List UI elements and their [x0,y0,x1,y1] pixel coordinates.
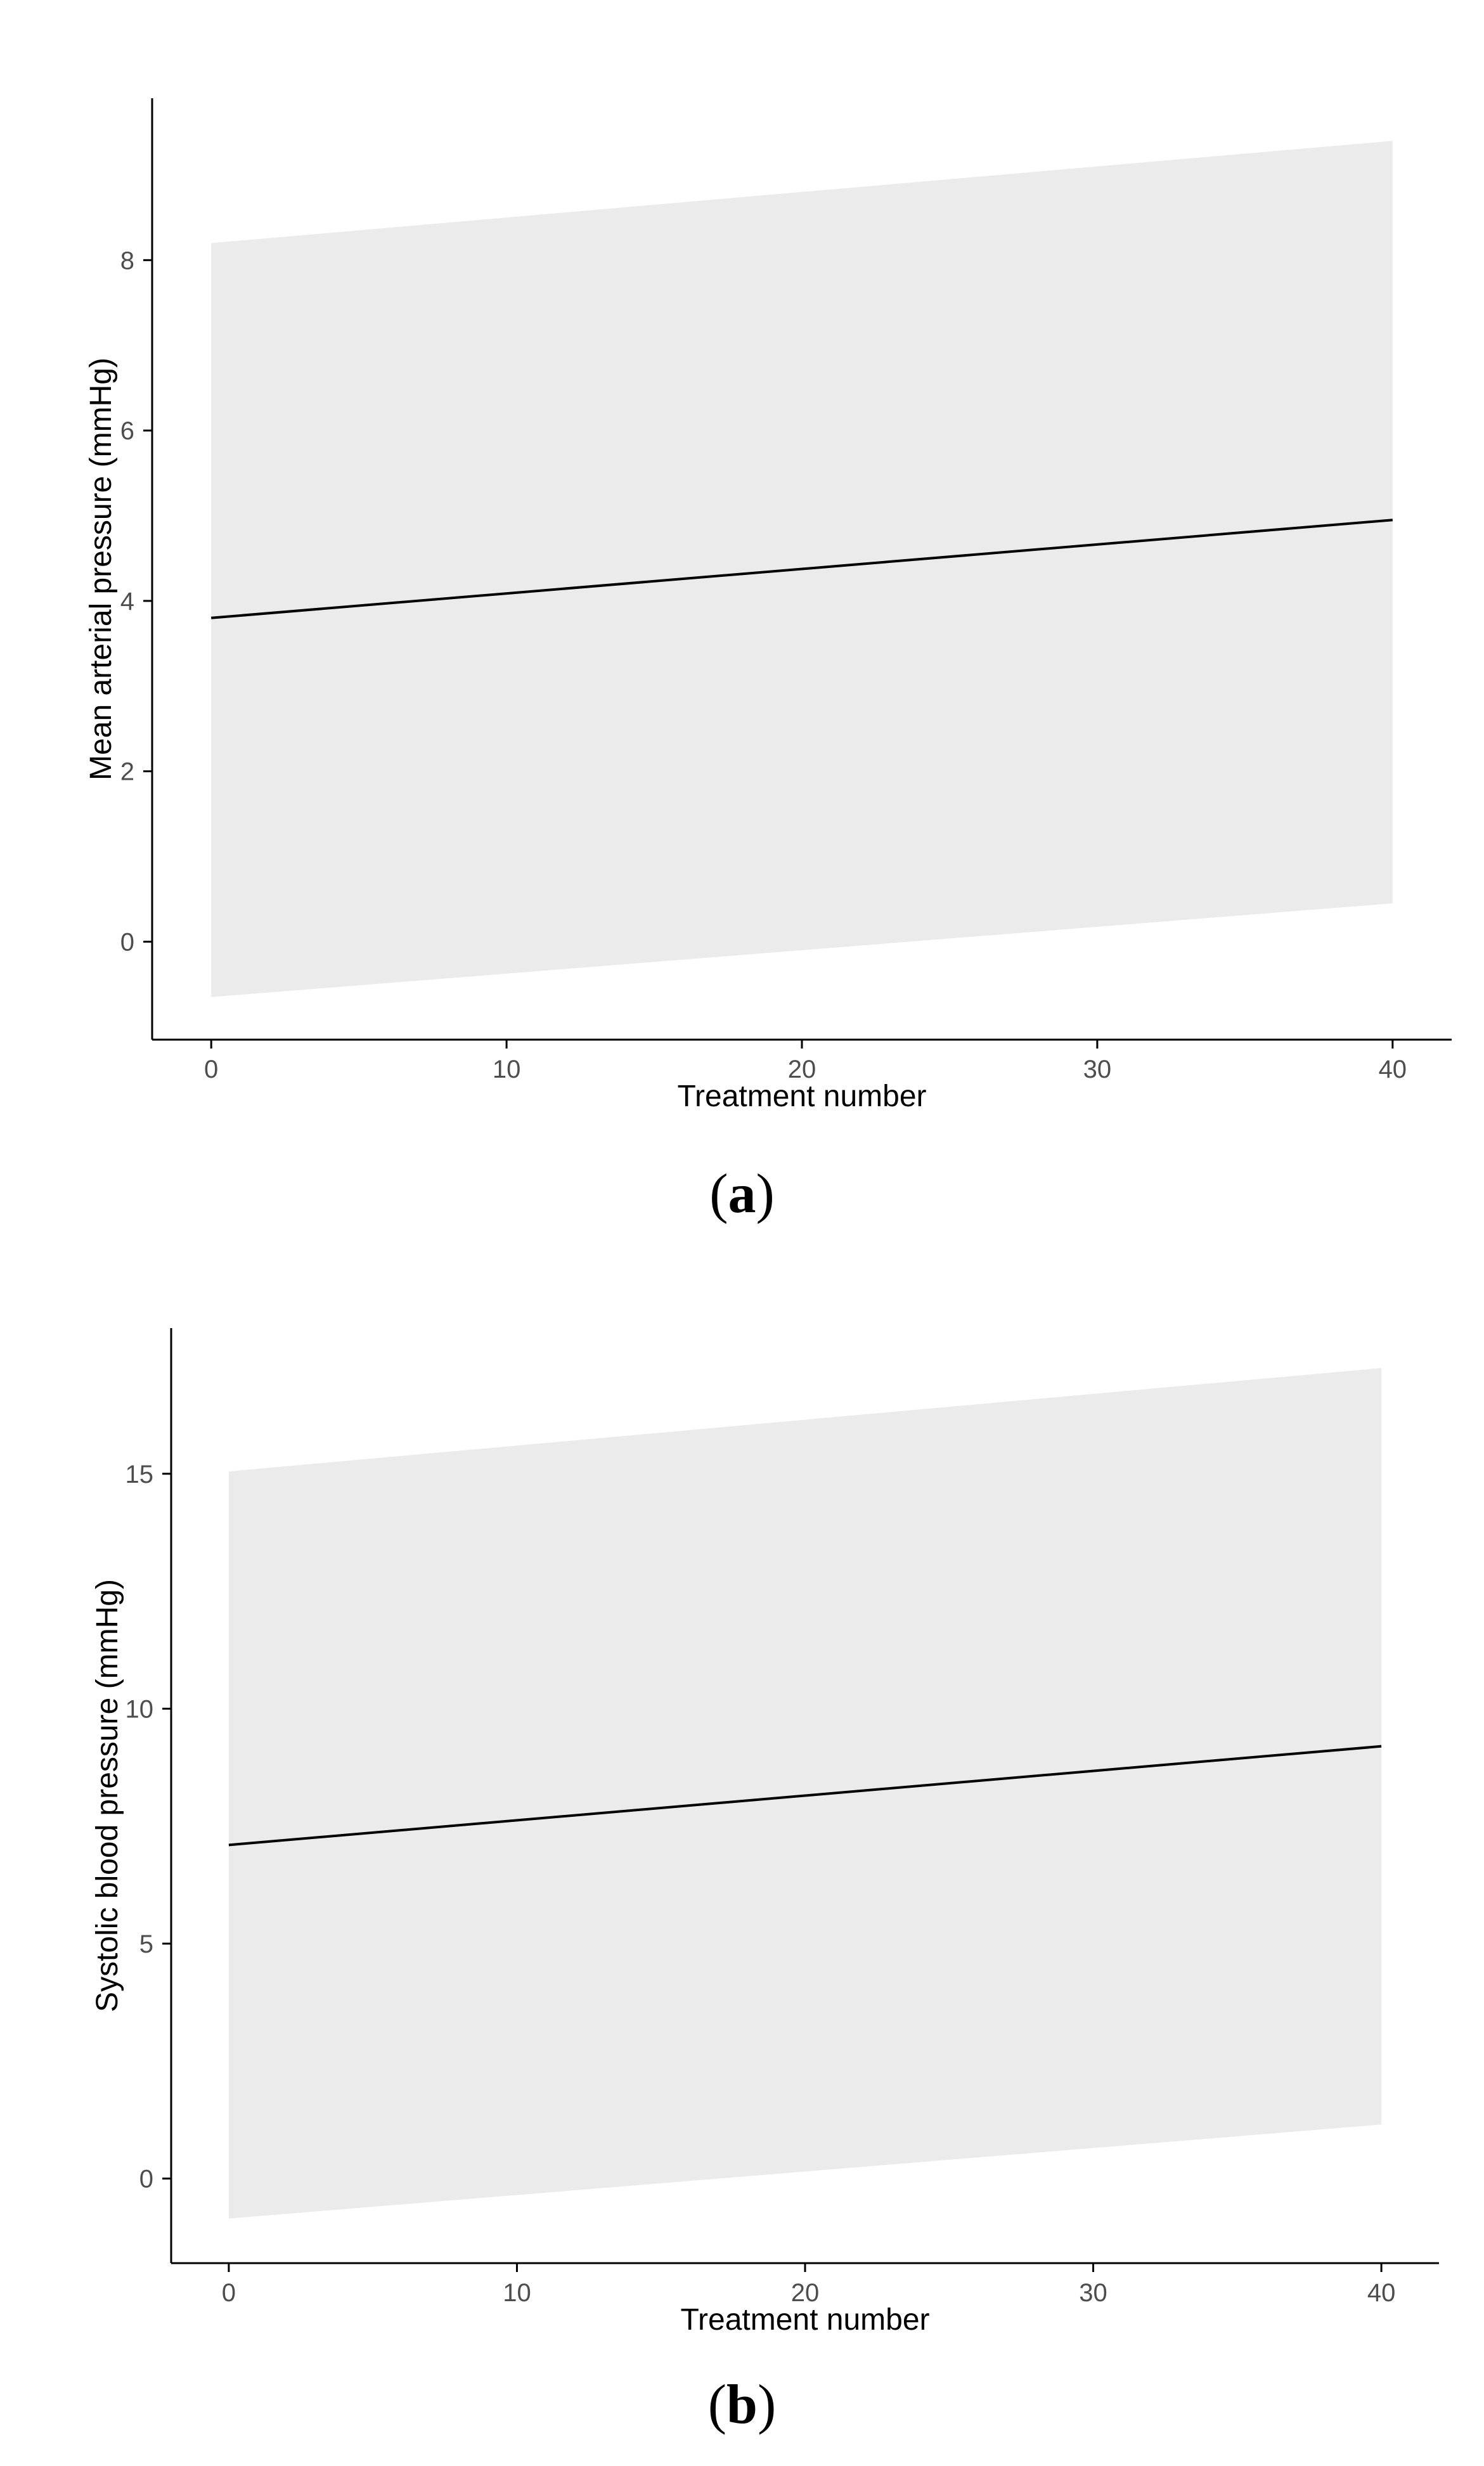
x-tick-label-b: 0 [222,2279,236,2307]
x-tick-label-b: 20 [791,2279,820,2307]
y-tick-label-b: 15 [126,1461,154,1488]
chart-b: 0 10 20 30 40 0 5 10 15 Treatment number Systoli… [91,1328,1439,2337]
x-tick-label-a: 0 [204,1055,218,1083]
trend-line-a [211,519,1393,619]
x-tick-label-a: 30 [1083,1055,1112,1083]
x-tick-label-b: 30 [1079,2279,1107,2307]
y-tick-label-b: 5 [139,1930,153,1958]
y-tick-label-a: 0 [120,928,134,956]
plot-area-a: 0 10 20 30 40 0 2 4 6 8 [120,98,1452,1083]
y-axis-title-b: Systolic blood pressure (mmHg) [91,1579,124,2012]
y-tick-label-b: 0 [139,2166,153,2193]
panel-label-b: b [726,2374,758,2436]
panel-label-a: a [728,1163,756,1225]
trend-line-b [228,1745,1382,1847]
x-axis-title-b: Treatment number [680,2303,929,2337]
x-tick-label-b: 40 [1367,2279,1396,2307]
plot-area-b: 0 10 20 30 40 0 5 10 15 [126,1328,1439,2307]
y-axis-title-a: Mean arterial pressure (mmHg) [84,358,118,780]
x-tick-label-a: 40 [1379,1055,1407,1083]
y-tick-label-a: 8 [120,247,134,274]
y-tick-label-a: 4 [120,588,134,616]
x-tick-label-a: 10 [493,1055,521,1083]
x-tick-label-b: 10 [503,2279,531,2307]
x-tick-label-a: 20 [788,1055,816,1083]
panel-caption-b: (b) [707,2374,777,2436]
confidence-band-b [228,1368,1382,2219]
panel-caption-a: (a) [709,1163,775,1225]
y-tick-label-b: 10 [126,1695,154,1723]
chart-a: 0 10 20 30 40 0 2 4 6 8 Treatment number Mean art… [84,98,1452,1113]
y-tick-label-a: 6 [120,417,134,445]
x-axis-title-a: Treatment number [677,1080,926,1113]
y-tick-label-a: 2 [120,758,134,786]
